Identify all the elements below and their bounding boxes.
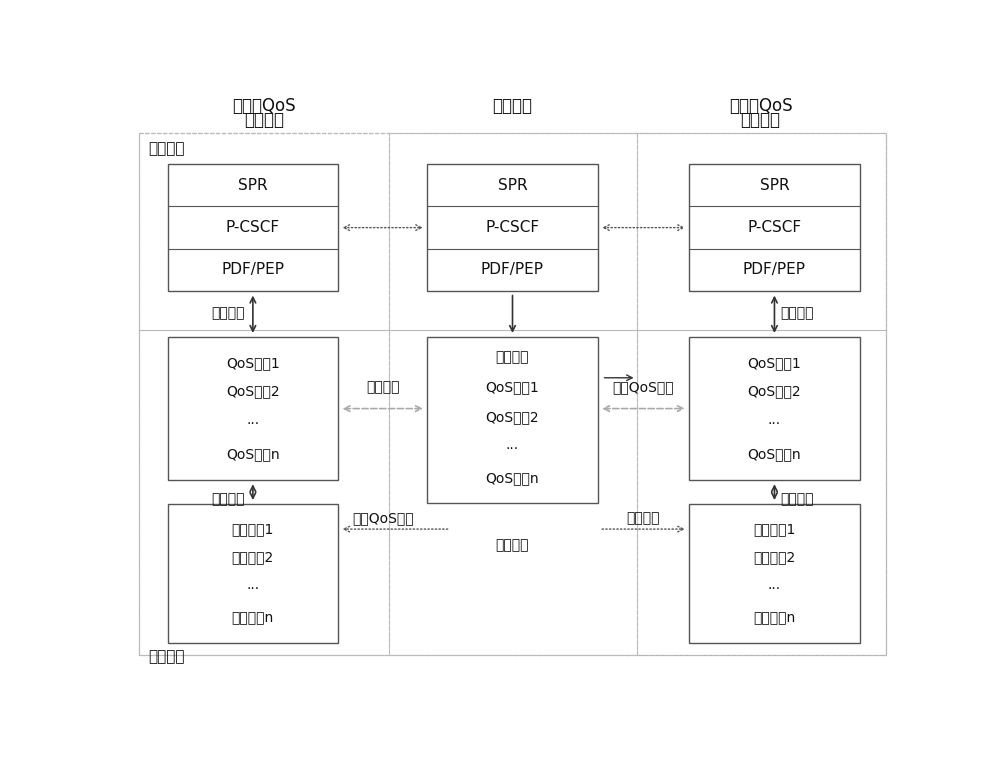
Bar [689, 164, 860, 291]
Text: 柔性缓存: 柔性缓存 [496, 350, 529, 365]
Text: QoS队列n: QoS队列n [226, 447, 280, 461]
Text: QoS队列1: QoS队列1 [226, 356, 280, 370]
Text: 数据平面: 数据平面 [148, 650, 185, 665]
Text: QoS队列n: QoS队列n [748, 447, 801, 461]
Bar [168, 505, 338, 643]
Text: SPR: SPR [760, 178, 789, 193]
Text: ...: ... [246, 413, 259, 427]
Text: ...: ... [506, 438, 519, 452]
Text: 提升QoS级别: 提升QoS级别 [352, 512, 414, 525]
Text: 提升QoS级别: 提升QoS级别 [613, 380, 674, 394]
Text: 闭环耦合: 闭环耦合 [496, 538, 529, 553]
Bar [637, 133, 886, 656]
Text: 信道队列n: 信道队列n [232, 611, 274, 625]
Text: SPR: SPR [498, 178, 527, 193]
Text: ...: ... [768, 413, 781, 427]
Text: P-CSCF: P-CSCF [747, 220, 802, 235]
Text: 信道队列2: 信道队列2 [232, 550, 274, 564]
Text: QoS队列2: QoS队列2 [748, 384, 801, 399]
Bar [139, 330, 886, 656]
Text: 控制平面: 控制平面 [148, 141, 185, 156]
Bar [427, 164, 598, 291]
Bar [427, 337, 598, 503]
Text: 信道波动: 信道波动 [366, 380, 399, 394]
Text: P-CSCF: P-CSCF [485, 220, 540, 235]
Text: 信道队列n: 信道队列n [753, 611, 796, 625]
Text: 控制模块: 控制模块 [244, 111, 284, 129]
Bar [689, 505, 860, 643]
Bar [689, 337, 860, 480]
Text: 级联引擎: 级联引擎 [492, 97, 532, 115]
Bar [139, 133, 886, 330]
Text: 信道队列1: 信道队列1 [753, 522, 796, 537]
Text: QoS队列1: QoS队列1 [748, 356, 801, 370]
Bar [388, 133, 637, 656]
Text: QoS队列n: QoS队列n [486, 471, 539, 485]
Text: 准入控制: 准入控制 [212, 305, 245, 320]
Text: 广域网QoS: 广域网QoS [729, 97, 792, 115]
Text: P-CSCF: P-CSCF [226, 220, 280, 235]
Text: 局域网QoS: 局域网QoS [232, 97, 296, 115]
Text: QoS队列2: QoS队列2 [486, 410, 539, 424]
Text: QoS队列1: QoS队列1 [486, 380, 539, 394]
Bar [168, 337, 338, 480]
Text: PDF/PEP: PDF/PEP [743, 262, 806, 277]
Text: 信道队列1: 信道队列1 [232, 522, 274, 537]
Bar [139, 133, 388, 656]
Bar [168, 164, 338, 291]
Bar [139, 133, 886, 656]
Text: 准入控制: 准入控制 [781, 305, 814, 320]
Text: SPR: SPR [238, 178, 268, 193]
Text: 信道队列2: 信道队列2 [753, 550, 796, 564]
Text: PDF/PEP: PDF/PEP [221, 262, 284, 277]
Text: 信道波动: 信道波动 [627, 512, 660, 525]
Text: 分组调度: 分组调度 [781, 492, 814, 506]
Text: ...: ... [768, 578, 781, 592]
Text: PDF/PEP: PDF/PEP [481, 262, 544, 277]
Text: ...: ... [246, 578, 259, 592]
Text: 控制模块: 控制模块 [740, 111, 780, 129]
Text: 分组调度: 分组调度 [212, 492, 245, 506]
Text: QoS队列2: QoS队列2 [226, 384, 280, 399]
